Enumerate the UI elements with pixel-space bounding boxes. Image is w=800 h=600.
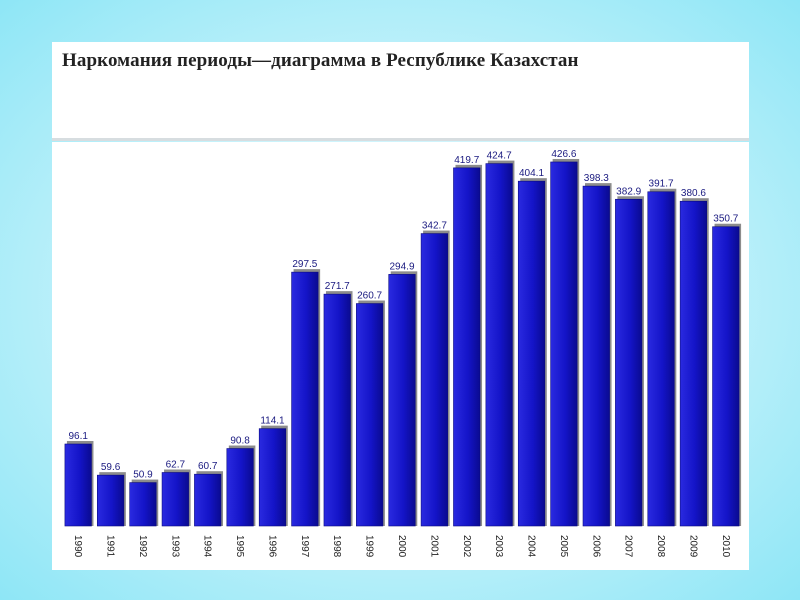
bar-1993 <box>161 472 189 527</box>
x-tick-label-1995: 1995 <box>234 535 245 558</box>
data-label-1998: 271.7 <box>325 281 350 292</box>
bar-1996 <box>258 428 287 527</box>
x-tick-label-2002: 2002 <box>461 535 472 558</box>
bar-2001 <box>420 233 448 527</box>
x-tick-label-2000: 2000 <box>396 535 407 558</box>
x-tick-label-2010: 2010 <box>720 535 731 558</box>
x-tick-label-1998: 1998 <box>331 535 342 558</box>
x-tick-label-2009: 2009 <box>687 535 698 558</box>
bar-2010 <box>712 226 740 527</box>
bar-2000 <box>388 274 416 527</box>
data-label-2007: 382.9 <box>616 186 641 197</box>
data-label-2003: 424.7 <box>487 151 512 162</box>
bar-2009 <box>679 200 708 527</box>
bar-2005 <box>550 161 578 527</box>
data-label-2009: 380.6 <box>681 188 706 199</box>
x-tick-label-2008: 2008 <box>655 535 666 558</box>
slide-title-box: Наркомания периоды—диаграмма в Республик… <box>52 42 749 141</box>
data-label-2002: 419.7 <box>454 155 479 166</box>
data-label-2008: 391.7 <box>649 179 674 190</box>
bar-2006 <box>582 185 610 527</box>
data-label-1990: 96.1 <box>68 431 88 442</box>
bar-1991 <box>96 474 125 527</box>
bar-1999 <box>356 303 384 527</box>
x-tick-label-1996: 1996 <box>266 535 277 558</box>
x-tick-label-1999: 1999 <box>364 535 375 558</box>
data-label-1999: 260.7 <box>357 291 382 302</box>
x-tick-label-2001: 2001 <box>428 535 439 558</box>
bar-1995 <box>226 448 254 527</box>
bar-1998 <box>323 293 351 527</box>
data-label-2005: 426.6 <box>551 149 576 160</box>
x-tick-label-2004: 2004 <box>526 535 537 558</box>
data-label-1991: 59.6 <box>101 462 121 473</box>
x-tick-label-1991: 1991 <box>105 535 116 558</box>
chart-panel: 96.1 59.6 50.9 62.7 60.7 90.8 114.1 297.5 271.7 2… <box>52 142 749 570</box>
bar-1992 <box>129 482 157 527</box>
x-tick-label-1993: 1993 <box>169 535 180 558</box>
bar-1997 <box>291 271 319 527</box>
x-tick-label-2006: 2006 <box>590 535 601 558</box>
x-tick-label-1992: 1992 <box>137 535 148 558</box>
bar-2002 <box>453 167 481 527</box>
x-tick-label-1990: 1990 <box>72 535 83 558</box>
x-tick-label-2007: 2007 <box>623 535 634 558</box>
bar-2004 <box>517 180 546 527</box>
bar-2008 <box>647 191 675 527</box>
data-label-2006: 398.3 <box>584 173 609 184</box>
data-label-2004: 404.1 <box>519 168 544 179</box>
data-label-1995: 90.8 <box>230 436 250 447</box>
bar-chart: 96.1 59.6 50.9 62.7 60.7 90.8 114.1 297.5 271.7 2… <box>64 149 742 558</box>
x-tick-label-2003: 2003 <box>493 535 504 558</box>
data-label-1997: 297.5 <box>292 259 317 270</box>
x-tick-label-1994: 1994 <box>202 535 213 558</box>
data-label-1994: 60.7 <box>198 461 218 472</box>
bar-2007 <box>615 198 643 527</box>
slide-title: Наркомания периоды—диаграмма в Республик… <box>62 50 579 71</box>
data-label-2000: 294.9 <box>389 261 414 272</box>
x-tick-label-2005: 2005 <box>558 535 569 558</box>
x-tick-label-1997: 1997 <box>299 535 310 558</box>
bar-2003 <box>485 163 513 527</box>
data-label-1996: 114.1 <box>260 416 285 427</box>
bar-1994 <box>194 473 222 527</box>
data-label-1992: 50.9 <box>133 470 153 481</box>
data-label-2001: 342.7 <box>422 221 447 232</box>
bar-1990 <box>64 443 92 527</box>
data-label-1993: 62.7 <box>166 459 186 470</box>
data-label-2010: 350.7 <box>713 214 738 225</box>
